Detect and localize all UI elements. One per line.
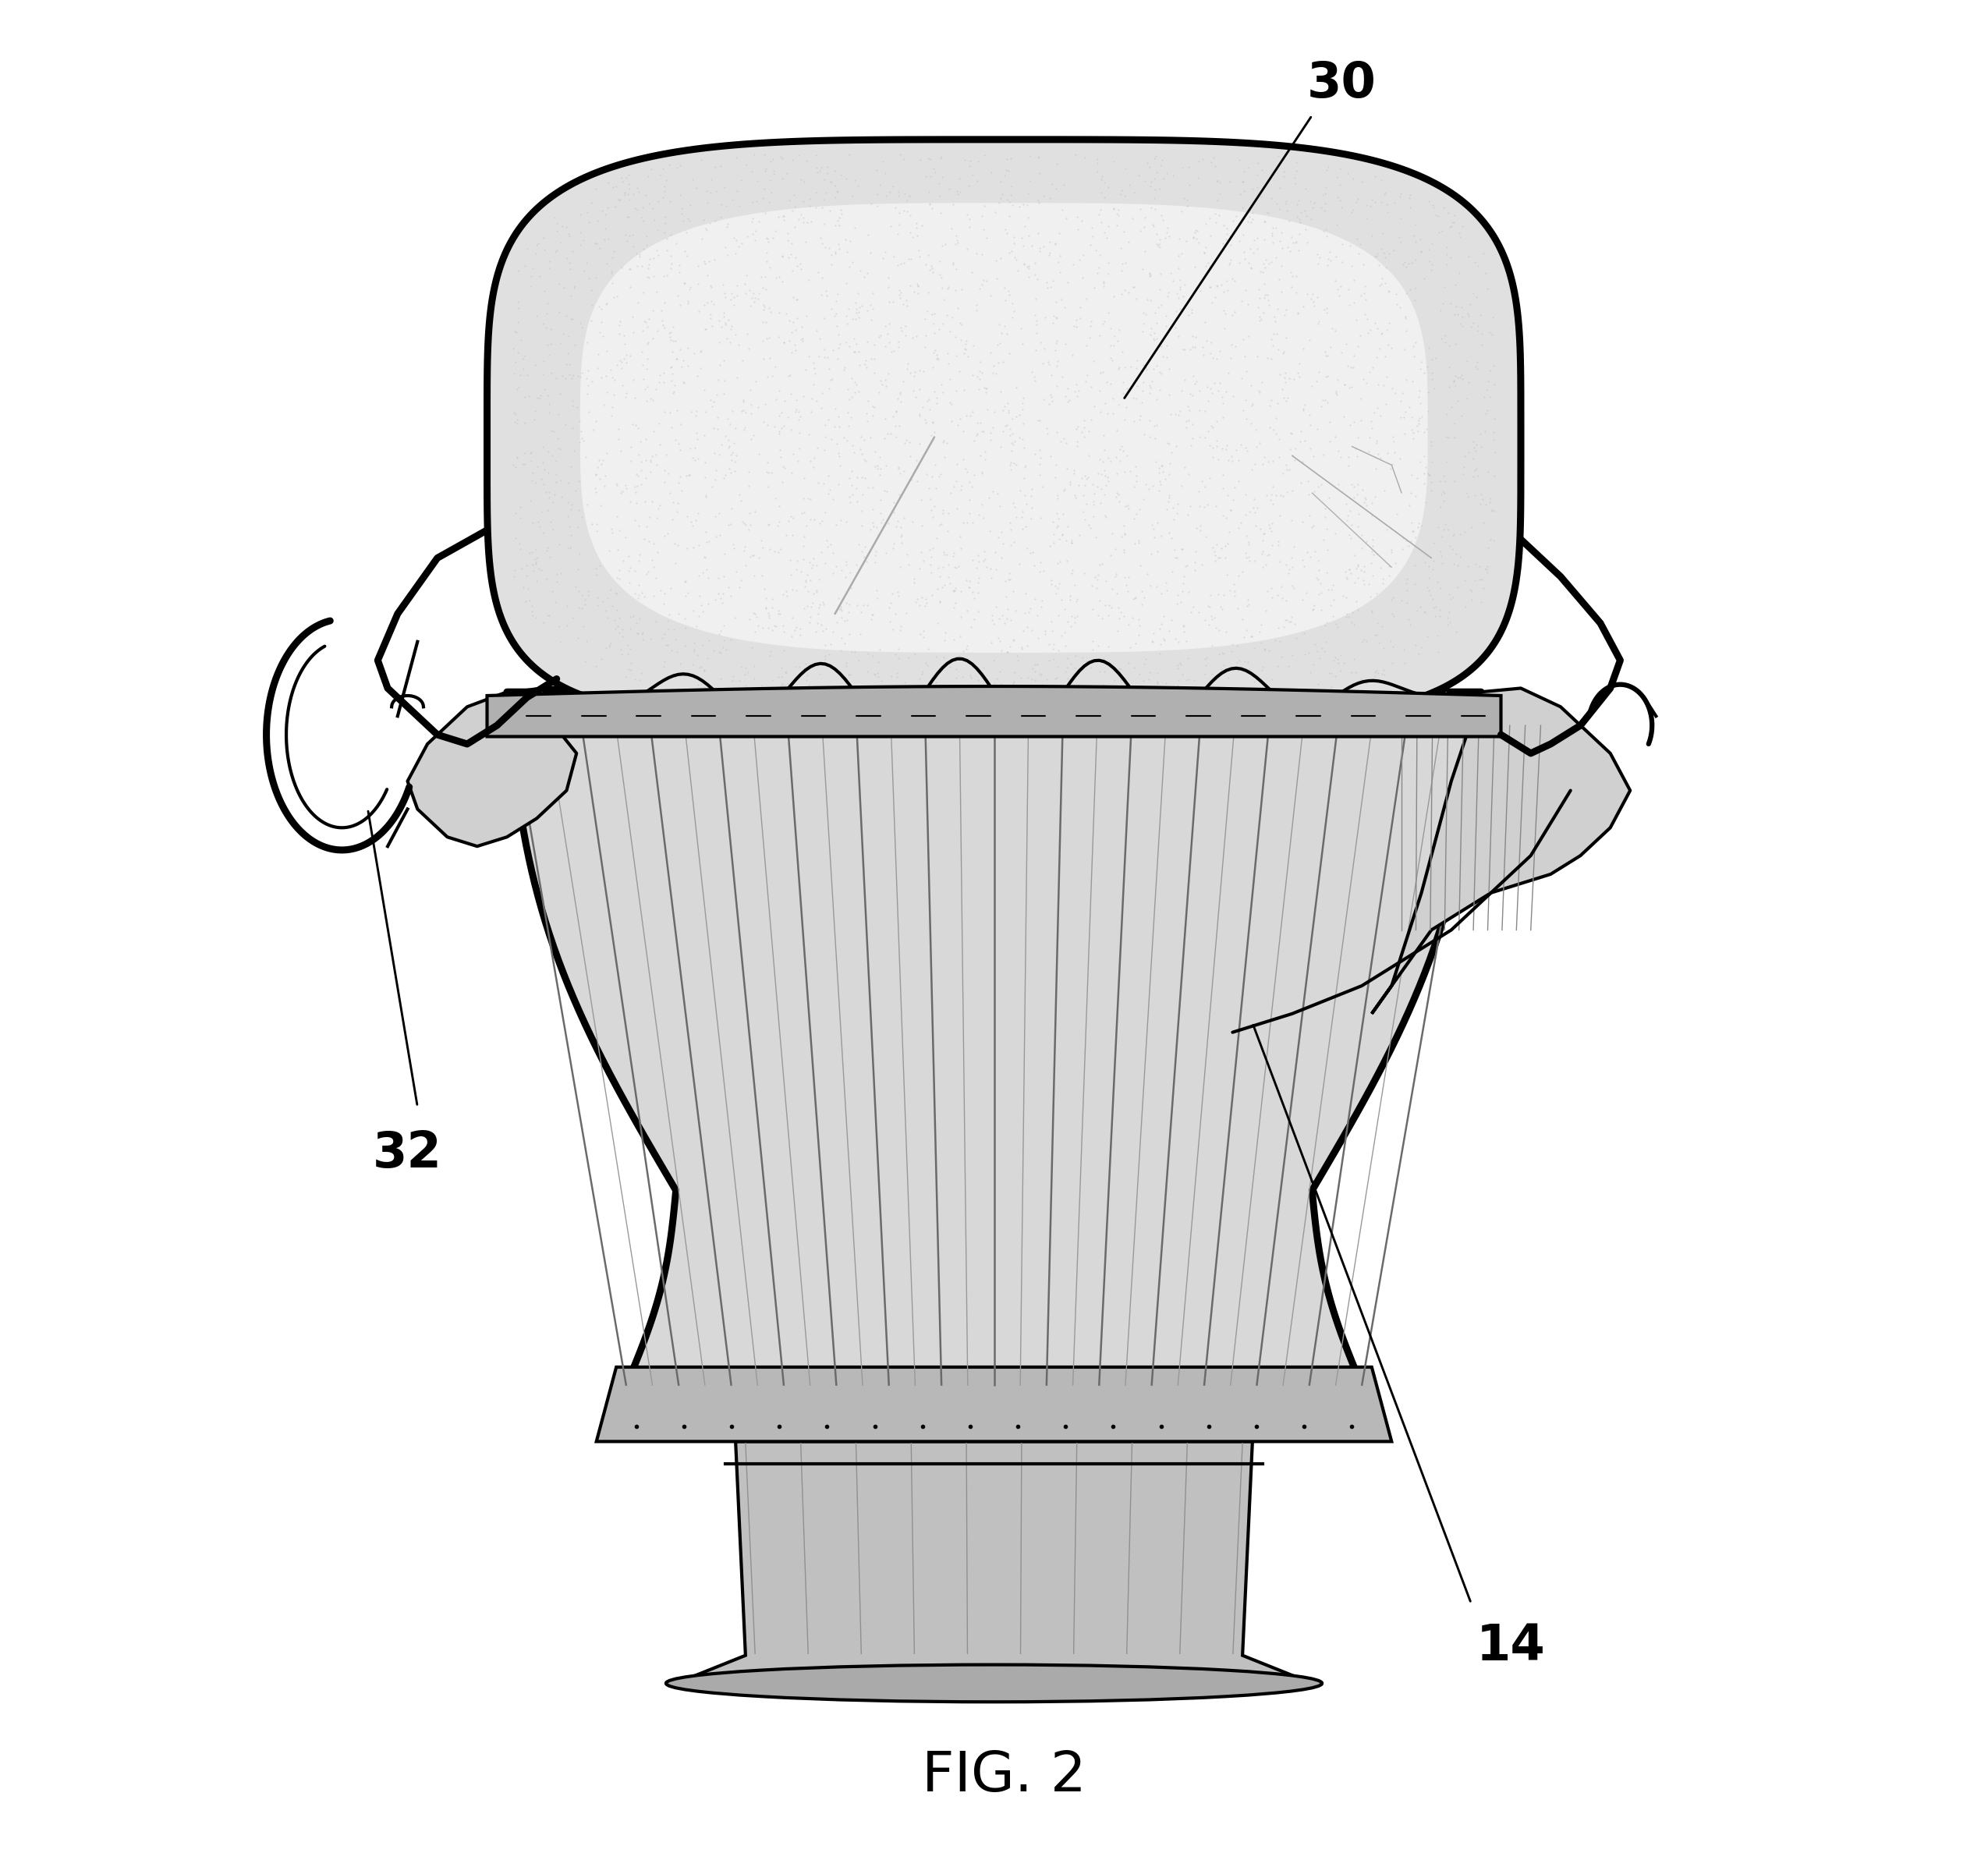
Polygon shape	[408, 692, 577, 846]
Text: 14: 14	[1477, 1622, 1545, 1670]
Text: 32: 32	[374, 1129, 441, 1177]
Text: FIG. 2: FIG. 2	[922, 1750, 1085, 1802]
Polygon shape	[676, 1442, 1312, 1683]
Polygon shape	[1372, 688, 1630, 1014]
Polygon shape	[596, 1367, 1392, 1442]
Text: 30: 30	[1308, 60, 1376, 108]
Polygon shape	[507, 692, 1481, 1386]
Polygon shape	[487, 686, 1501, 737]
Polygon shape	[487, 140, 1521, 718]
Ellipse shape	[666, 1665, 1322, 1702]
Polygon shape	[580, 203, 1427, 653]
